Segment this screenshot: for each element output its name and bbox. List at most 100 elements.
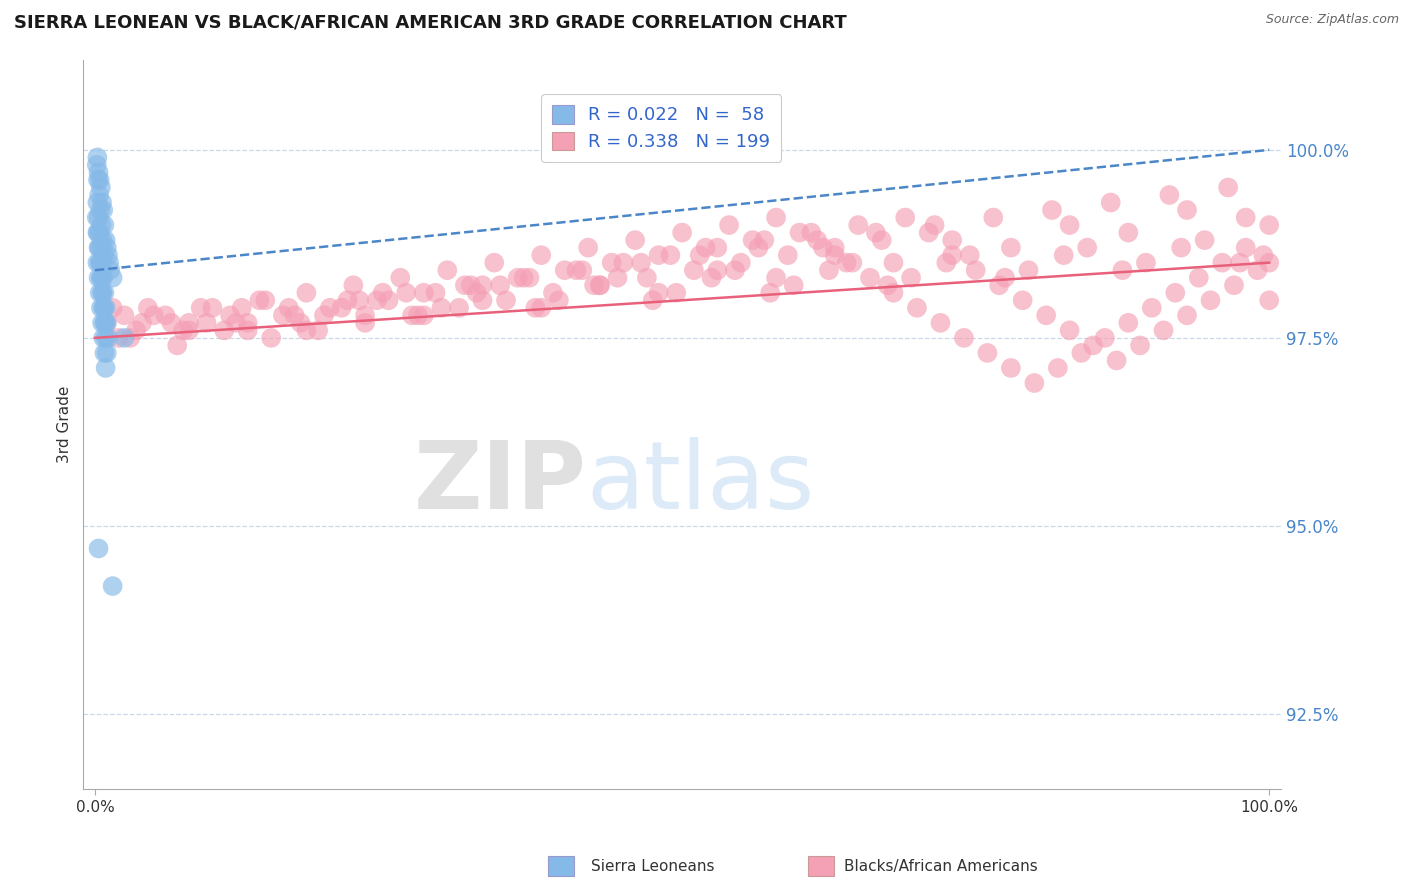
Point bbox=[512, 270, 534, 285]
Point bbox=[90, 270, 112, 285]
Point bbox=[929, 316, 952, 330]
Point bbox=[1211, 255, 1233, 269]
Point bbox=[89, 255, 111, 269]
Point bbox=[1024, 376, 1046, 390]
Point bbox=[1175, 308, 1198, 322]
Point bbox=[576, 241, 599, 255]
Point bbox=[1000, 241, 1022, 255]
Point bbox=[86, 158, 108, 172]
Point bbox=[94, 361, 117, 376]
Point bbox=[86, 211, 108, 225]
Point bbox=[354, 308, 377, 322]
Point bbox=[606, 270, 628, 285]
Point bbox=[600, 255, 623, 269]
Point bbox=[89, 188, 111, 202]
Point bbox=[254, 293, 277, 308]
Point bbox=[91, 270, 114, 285]
Point bbox=[87, 173, 110, 187]
Point bbox=[91, 316, 114, 330]
Point bbox=[965, 263, 987, 277]
Point bbox=[1135, 255, 1157, 269]
Point bbox=[91, 285, 114, 300]
Point bbox=[312, 308, 335, 322]
Point bbox=[93, 285, 115, 300]
Point bbox=[941, 233, 963, 247]
Text: Sierra Leoneans: Sierra Leoneans bbox=[591, 859, 714, 874]
Point bbox=[89, 255, 111, 269]
Point bbox=[924, 218, 946, 232]
Point bbox=[342, 278, 364, 293]
Point bbox=[319, 301, 342, 315]
Point bbox=[754, 233, 776, 247]
Point bbox=[330, 301, 353, 315]
Point bbox=[87, 241, 110, 255]
Point bbox=[412, 285, 434, 300]
Point bbox=[96, 316, 118, 330]
Point bbox=[96, 241, 118, 255]
Point bbox=[136, 301, 159, 315]
Point bbox=[87, 211, 110, 225]
Point bbox=[1253, 248, 1275, 262]
Point bbox=[624, 233, 647, 247]
Point bbox=[1081, 338, 1104, 352]
Point bbox=[93, 218, 115, 232]
Point bbox=[177, 323, 200, 337]
Y-axis label: 3rd Grade: 3rd Grade bbox=[58, 385, 72, 463]
Point bbox=[700, 270, 723, 285]
Point bbox=[290, 316, 312, 330]
Point bbox=[91, 331, 114, 345]
Point bbox=[471, 278, 494, 293]
Point bbox=[336, 293, 359, 308]
Point bbox=[93, 248, 115, 262]
Point bbox=[859, 270, 882, 285]
Point bbox=[94, 331, 117, 345]
Point bbox=[1129, 338, 1152, 352]
Point bbox=[225, 316, 247, 330]
Point bbox=[981, 211, 1004, 225]
Point bbox=[547, 293, 569, 308]
Point bbox=[647, 285, 669, 300]
Point bbox=[277, 301, 299, 315]
Point bbox=[90, 218, 112, 232]
Point bbox=[484, 255, 506, 269]
Point bbox=[1046, 361, 1069, 376]
Point bbox=[98, 263, 121, 277]
Point bbox=[347, 293, 370, 308]
Point bbox=[589, 278, 612, 293]
Point bbox=[1040, 202, 1063, 217]
Point bbox=[1216, 180, 1239, 194]
Point bbox=[689, 248, 711, 262]
Point bbox=[377, 293, 399, 308]
Point bbox=[894, 211, 917, 225]
Point bbox=[236, 323, 259, 337]
Point bbox=[683, 263, 706, 277]
Point bbox=[846, 218, 869, 232]
Point bbox=[1229, 255, 1251, 269]
Point bbox=[1035, 308, 1057, 322]
Point bbox=[882, 255, 904, 269]
Point bbox=[89, 241, 111, 255]
Legend: R = 0.022   N =  58, R = 0.338   N = 199: R = 0.022 N = 58, R = 0.338 N = 199 bbox=[541, 95, 782, 161]
Point bbox=[284, 308, 307, 322]
Point bbox=[430, 301, 453, 315]
Point bbox=[412, 308, 434, 322]
Point bbox=[131, 316, 153, 330]
Point bbox=[107, 331, 129, 345]
Text: atlas: atlas bbox=[586, 437, 814, 529]
Point bbox=[366, 293, 388, 308]
Point bbox=[87, 270, 110, 285]
Point bbox=[994, 270, 1017, 285]
Point bbox=[1116, 316, 1139, 330]
Point bbox=[918, 226, 941, 240]
Point bbox=[98, 255, 121, 269]
Point bbox=[436, 263, 458, 277]
Point bbox=[465, 285, 488, 300]
Point bbox=[96, 346, 118, 360]
Point bbox=[935, 255, 957, 269]
Point bbox=[172, 323, 194, 337]
Point bbox=[1246, 263, 1268, 277]
Point bbox=[93, 301, 115, 315]
Point bbox=[730, 255, 752, 269]
Point bbox=[101, 270, 124, 285]
Point bbox=[565, 263, 588, 277]
